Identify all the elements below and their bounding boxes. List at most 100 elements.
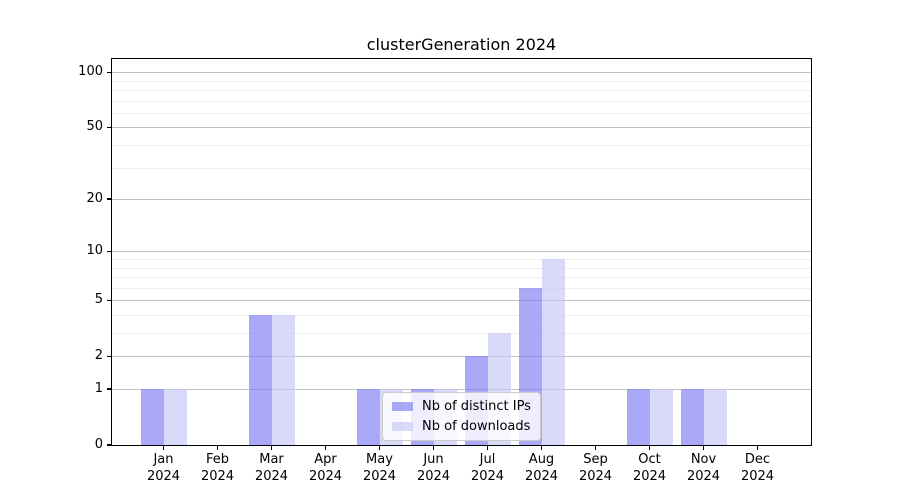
x-tick-mark (540, 445, 543, 450)
x-tick-label: Sep 2024 (564, 452, 628, 485)
x-tick-year: 2024 (632, 468, 667, 484)
x-tick-month: Aug (528, 452, 555, 467)
legend: Nb of distinct IPs Nb of downloads (382, 392, 541, 441)
y-tick-mark (107, 388, 112, 390)
x-tick-label: Jan 2024 (132, 452, 196, 485)
minor-gridline (112, 112, 811, 114)
x-tick-month: Nov (690, 452, 717, 467)
x-tick-mark (594, 445, 597, 450)
legend-swatch-downloads (392, 422, 413, 431)
legend-label: Nb of distinct IPs (422, 399, 531, 414)
x-tick-label: Dec 2024 (726, 452, 790, 485)
y-tick-label: 100 (78, 64, 103, 80)
minor-gridline (112, 80, 811, 82)
minor-gridline (112, 267, 811, 269)
x-tick-year: 2024 (308, 468, 343, 484)
x-tick-year: 2024 (578, 468, 613, 484)
x-tick-year: 2024 (686, 468, 721, 484)
x-tick-year: 2024 (254, 468, 289, 484)
bar-nov-distinct-ips (680, 389, 704, 445)
major-gridline (112, 199, 811, 201)
minor-gridline (112, 90, 811, 92)
x-tick-year: 2024 (470, 468, 505, 484)
bar-aug-downloads (541, 259, 565, 445)
x-tick-label: Apr 2024 (294, 452, 358, 485)
bar-nov-downloads (703, 389, 727, 445)
y-tick-mark (107, 126, 112, 129)
major-gridline (112, 72, 811, 74)
major-gridline (112, 300, 811, 302)
y-tick-label: 10 (86, 243, 103, 259)
x-tick-mark (324, 445, 327, 450)
x-tick-year: 2024 (740, 468, 775, 484)
x-tick-mark (486, 445, 489, 450)
major-gridline (112, 356, 811, 358)
legend-label: Nb of downloads (422, 419, 531, 434)
bar-may-distinct-ips (356, 389, 380, 445)
x-tick-year: 2024 (524, 468, 559, 484)
x-tick-month: Jun (423, 452, 444, 467)
plot-area: Nb of distinct IPs Nb of downloads (111, 58, 812, 446)
x-tick-mark (702, 445, 705, 450)
minor-gridline (112, 167, 811, 169)
bar-jan-distinct-ips (140, 389, 164, 445)
x-tick-label: Jul 2024 (456, 452, 520, 485)
x-tick-month: Dec (744, 452, 771, 467)
x-tick-month: Jan (153, 452, 174, 467)
x-tick-mark (648, 445, 651, 450)
x-tick-mark (216, 445, 219, 450)
bar-oct-distinct-ips (626, 389, 650, 445)
y-tick-mark (107, 299, 112, 301)
bar-jan-downloads (163, 389, 187, 445)
minor-gridline (112, 145, 811, 147)
x-tick-month: Oct (638, 452, 661, 467)
x-tick-label: Mar 2024 (240, 452, 304, 485)
y-tick-mark (107, 71, 112, 73)
major-gridline (112, 389, 811, 391)
x-tick-year: 2024 (416, 468, 451, 484)
x-tick-year: 2024 (362, 468, 397, 484)
x-tick-label: May 2024 (348, 452, 412, 485)
y-tick-mark (107, 444, 112, 446)
y-tick-label: 2 (94, 348, 103, 364)
minor-gridline (112, 259, 811, 261)
legend-swatch-distinct-ips (392, 402, 413, 411)
y-tick-label: 50 (86, 119, 103, 135)
legend-item-distinct-ips: Nb of distinct IPs (392, 399, 531, 414)
legend-item-downloads: Nb of downloads (392, 419, 531, 434)
minor-gridline (112, 333, 811, 335)
x-tick-month: Mar (259, 452, 284, 467)
y-tick-label: 5 (94, 292, 103, 308)
bar-mar-downloads (271, 315, 295, 445)
x-tick-month: Feb (205, 452, 230, 467)
x-tick-label: Aug 2024 (510, 452, 574, 485)
x-tick-mark (378, 445, 381, 450)
x-tick-mark (756, 445, 759, 450)
x-tick-label: Oct 2024 (618, 452, 682, 485)
chart-title: clusterGeneration 2024 (366, 35, 557, 54)
x-tick-mark (432, 445, 435, 450)
bar-oct-downloads (649, 389, 673, 445)
x-tick-label: Nov 2024 (672, 452, 736, 485)
minor-gridline (112, 287, 811, 289)
major-gridline (112, 251, 811, 253)
y-tick-label: 20 (86, 191, 103, 207)
x-tick-year: 2024 (200, 468, 235, 484)
bar-mar-distinct-ips (248, 315, 272, 445)
x-tick-label: Feb 2024 (186, 452, 250, 485)
x-tick-label: Jun 2024 (402, 452, 466, 485)
x-tick-mark (270, 445, 273, 450)
y-tick-mark (107, 198, 112, 200)
minor-gridline (112, 315, 811, 316)
x-tick-month: Sep (583, 452, 608, 467)
x-tick-month: May (366, 452, 393, 467)
x-tick-mark (162, 445, 165, 450)
y-tick-label: 0 (94, 437, 103, 452)
y-tick-mark (107, 250, 112, 253)
x-tick-year: 2024 (146, 468, 181, 484)
x-tick-month: Apr (314, 452, 337, 467)
major-gridline (112, 127, 811, 129)
y-tick-mark (107, 355, 112, 357)
minor-gridline (112, 277, 811, 279)
